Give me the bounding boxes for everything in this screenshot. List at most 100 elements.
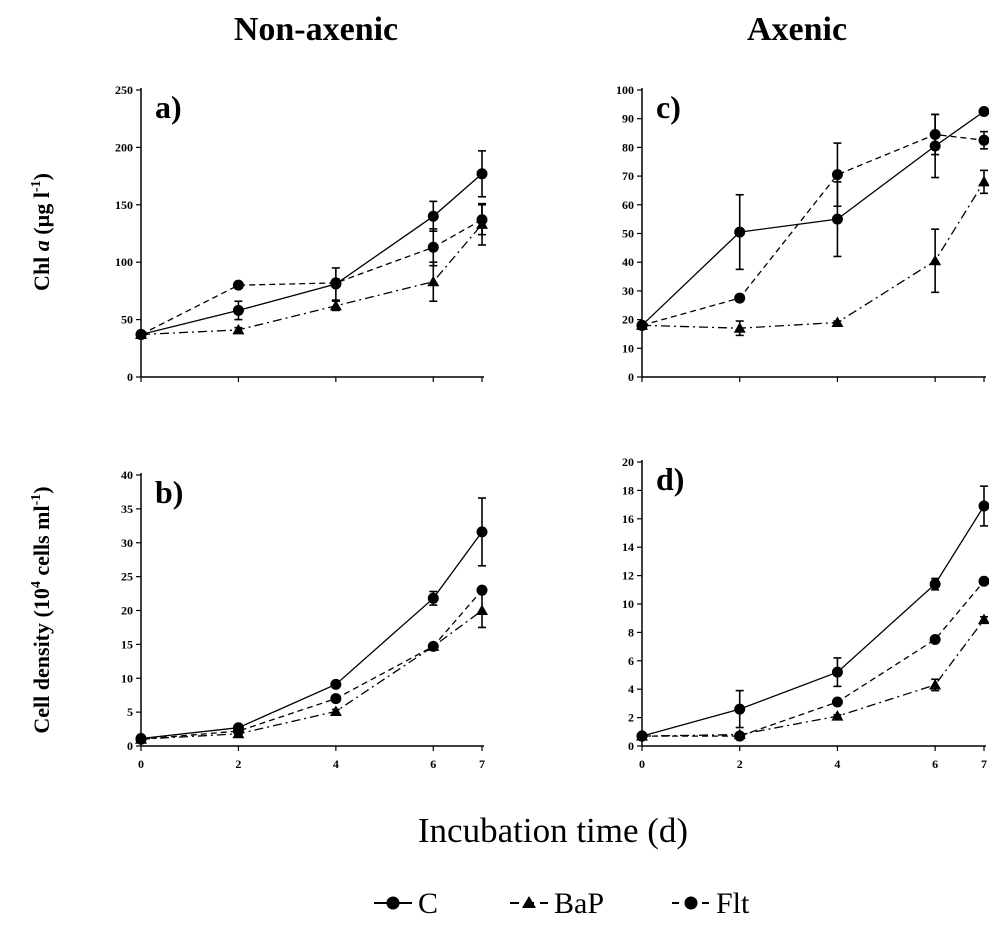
y-tick-label: 5	[127, 705, 133, 719]
legend-item-bap: BaP	[510, 887, 604, 920]
y-tick-label: 4	[628, 682, 634, 696]
y-tick-label: 30	[121, 536, 133, 550]
y-tick-label: 100	[115, 255, 133, 269]
y-tick-label: 10	[622, 597, 634, 611]
y-tick-label: 50	[622, 227, 634, 241]
y-tick-label: 10	[622, 341, 634, 355]
y-tick-label: 0	[127, 739, 133, 753]
data-point-c	[476, 168, 488, 180]
panel-c: 0 10 20 30 40 50 60 70 80 90 100 c)	[616, 83, 989, 384]
y-tick-label: 200	[115, 140, 133, 154]
data-point-flt	[232, 725, 244, 737]
y-tick-label: 6	[628, 654, 634, 668]
series-flt	[636, 113, 989, 331]
y-tick-label: 30	[622, 284, 634, 298]
x-tick-label: 6	[430, 757, 436, 771]
y-tick-label: 0	[628, 370, 634, 384]
data-point-bap	[329, 705, 342, 716]
y-tick-label: 35	[121, 502, 133, 516]
x-axis-label: Incubation time (d)	[418, 811, 688, 850]
series-bap	[135, 592, 488, 744]
data-point-flt	[978, 134, 989, 146]
data-point-flt	[929, 634, 941, 645]
column-title-axenic: Axenic	[747, 11, 847, 48]
y-axis-label-cell-density: Cell density (104 cells ml-1)	[29, 486, 54, 733]
panel-label: d)	[656, 461, 684, 497]
y-tick-label: 20	[622, 313, 634, 327]
series-flt	[135, 584, 488, 745]
legend-marker-bap	[522, 896, 536, 908]
series-line-bap	[641, 181, 985, 329]
y-tick-label: 150	[115, 198, 133, 212]
data-point-flt	[476, 584, 488, 596]
legend: C BaP Flt	[374, 887, 750, 920]
y-tick-label: 0	[628, 739, 634, 753]
data-point-bap	[929, 254, 942, 266]
y-tick-label: 50	[121, 313, 133, 327]
legend-marker-flt	[684, 896, 698, 910]
series-bap	[636, 613, 989, 741]
series-bap	[636, 169, 989, 337]
y-tick-label: 0	[127, 370, 133, 384]
data-point-flt	[831, 169, 843, 181]
data-point-c	[330, 678, 342, 690]
data-point-bap	[978, 175, 989, 187]
y-tick-label: 16	[622, 512, 634, 526]
data-point-flt	[636, 730, 648, 742]
data-point-flt	[232, 279, 244, 291]
series-line-flt	[641, 133, 985, 326]
series-bap	[135, 202, 488, 340]
data-point-flt	[929, 128, 941, 140]
data-point-flt	[636, 319, 648, 331]
data-point-c	[476, 526, 488, 538]
x-tick-label: 0	[138, 757, 144, 771]
y-tick-label: 40	[622, 255, 634, 269]
y-tick-label: 18	[622, 483, 634, 497]
series-line-flt	[642, 580, 985, 737]
y-tick-label: 70	[622, 169, 634, 183]
data-point-c	[831, 666, 843, 678]
y-tick-label: 15	[121, 637, 133, 651]
data-point-bap	[427, 275, 440, 287]
data-point-flt	[978, 575, 989, 587]
data-point-flt	[831, 696, 843, 708]
y-tick-label: 80	[622, 140, 634, 154]
data-point-c	[734, 703, 746, 715]
legend-marker-c	[386, 896, 400, 910]
y-tick-label: 20	[622, 455, 634, 469]
panel-label: c)	[656, 89, 681, 125]
panel-b: 0 5 10 15 20 25 30 35 40 0 2 4 6 7 b)	[121, 468, 488, 771]
y-tick-label: 12	[622, 569, 634, 583]
y-tick-label: 25	[121, 570, 133, 584]
legend-item-flt: Flt	[672, 887, 750, 920]
series-line-c	[140, 173, 483, 336]
x-tick-label: 6	[932, 757, 938, 771]
y-tick-label: 20	[121, 604, 133, 618]
x-tick-label: 4	[333, 757, 339, 771]
y-tick-label: 10	[121, 671, 133, 685]
x-tick-label: 7	[479, 757, 485, 771]
data-point-bap	[831, 710, 844, 721]
y-tick-label: 2	[628, 711, 634, 725]
panel-d: 0 2 4 6 8 10 12 14 16 18 20 0 2 4 6 7 d)	[622, 455, 989, 771]
y-tick-label: 14	[622, 540, 634, 554]
series-line-bap	[140, 609, 483, 740]
data-point-c	[232, 304, 244, 316]
legend-item-c: C	[374, 887, 438, 920]
series-flt	[636, 575, 989, 742]
y-tick-label: 40	[121, 468, 133, 482]
data-point-flt	[476, 214, 488, 226]
data-point-flt	[330, 277, 342, 289]
y-tick-label: 90	[622, 112, 634, 126]
series-line-c	[140, 531, 483, 740]
data-point-flt	[135, 329, 147, 341]
series-line-flt	[140, 219, 483, 336]
data-point-bap	[232, 323, 245, 335]
panel-label: b)	[155, 474, 183, 510]
data-point-flt	[427, 241, 439, 253]
data-point-bap	[329, 299, 342, 311]
column-title-non-axenic: Non-axenic	[234, 11, 398, 48]
data-point-flt	[734, 730, 746, 742]
